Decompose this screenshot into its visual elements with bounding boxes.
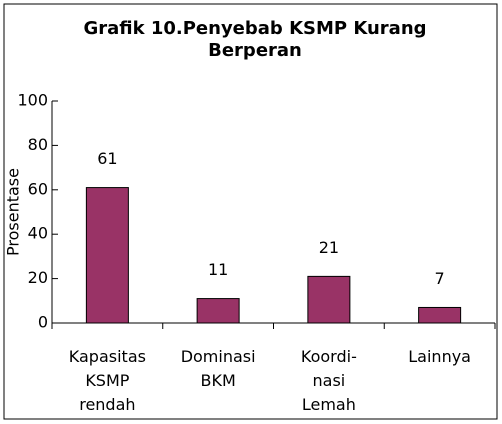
x-tick-label-line: Lemah (302, 395, 356, 414)
y-tick-label: 0 (38, 313, 48, 332)
value-label: 7 (435, 269, 445, 288)
x-tick-label-line: rendah (79, 395, 135, 414)
x-tick-label-line: Lainnya (408, 347, 471, 366)
value-label: 11 (208, 260, 228, 279)
bar (196, 298, 240, 324)
y-tick-label: 60 (28, 179, 48, 198)
chart-title: Grafik 10.Penyebab KSMP Kurang Berperan (83, 18, 427, 61)
x-tick-label-line: Dominasi (181, 347, 256, 366)
y-tick-label: 20 (28, 268, 48, 287)
bar (307, 275, 351, 324)
x-tick-label-line: nasi (313, 371, 346, 390)
x-tick-label: Koordi-nasi Lemah (301, 347, 357, 414)
x-tick-label: Kapasitas KSMP rendah (69, 347, 146, 414)
y-tick-label: 80 (28, 135, 48, 154)
x-tick-label: Lainnya (408, 347, 471, 366)
bar (418, 306, 462, 324)
y-axis-label: Prosentase (4, 168, 23, 256)
x-tick-label-line: BKM (200, 371, 235, 390)
y-tick-label: 40 (28, 224, 48, 243)
x-tick-label: Dominasi BKM (181, 347, 256, 390)
x-tick-label-line: Koordi- (301, 347, 357, 366)
y-tick-label: 100 (17, 91, 48, 110)
bar (85, 187, 129, 324)
x-tick-label-line: Kapasitas (69, 347, 146, 366)
value-label: 21 (319, 238, 339, 257)
value-label: 61 (97, 149, 117, 168)
x-tick-label-line: KSMP (85, 371, 129, 390)
